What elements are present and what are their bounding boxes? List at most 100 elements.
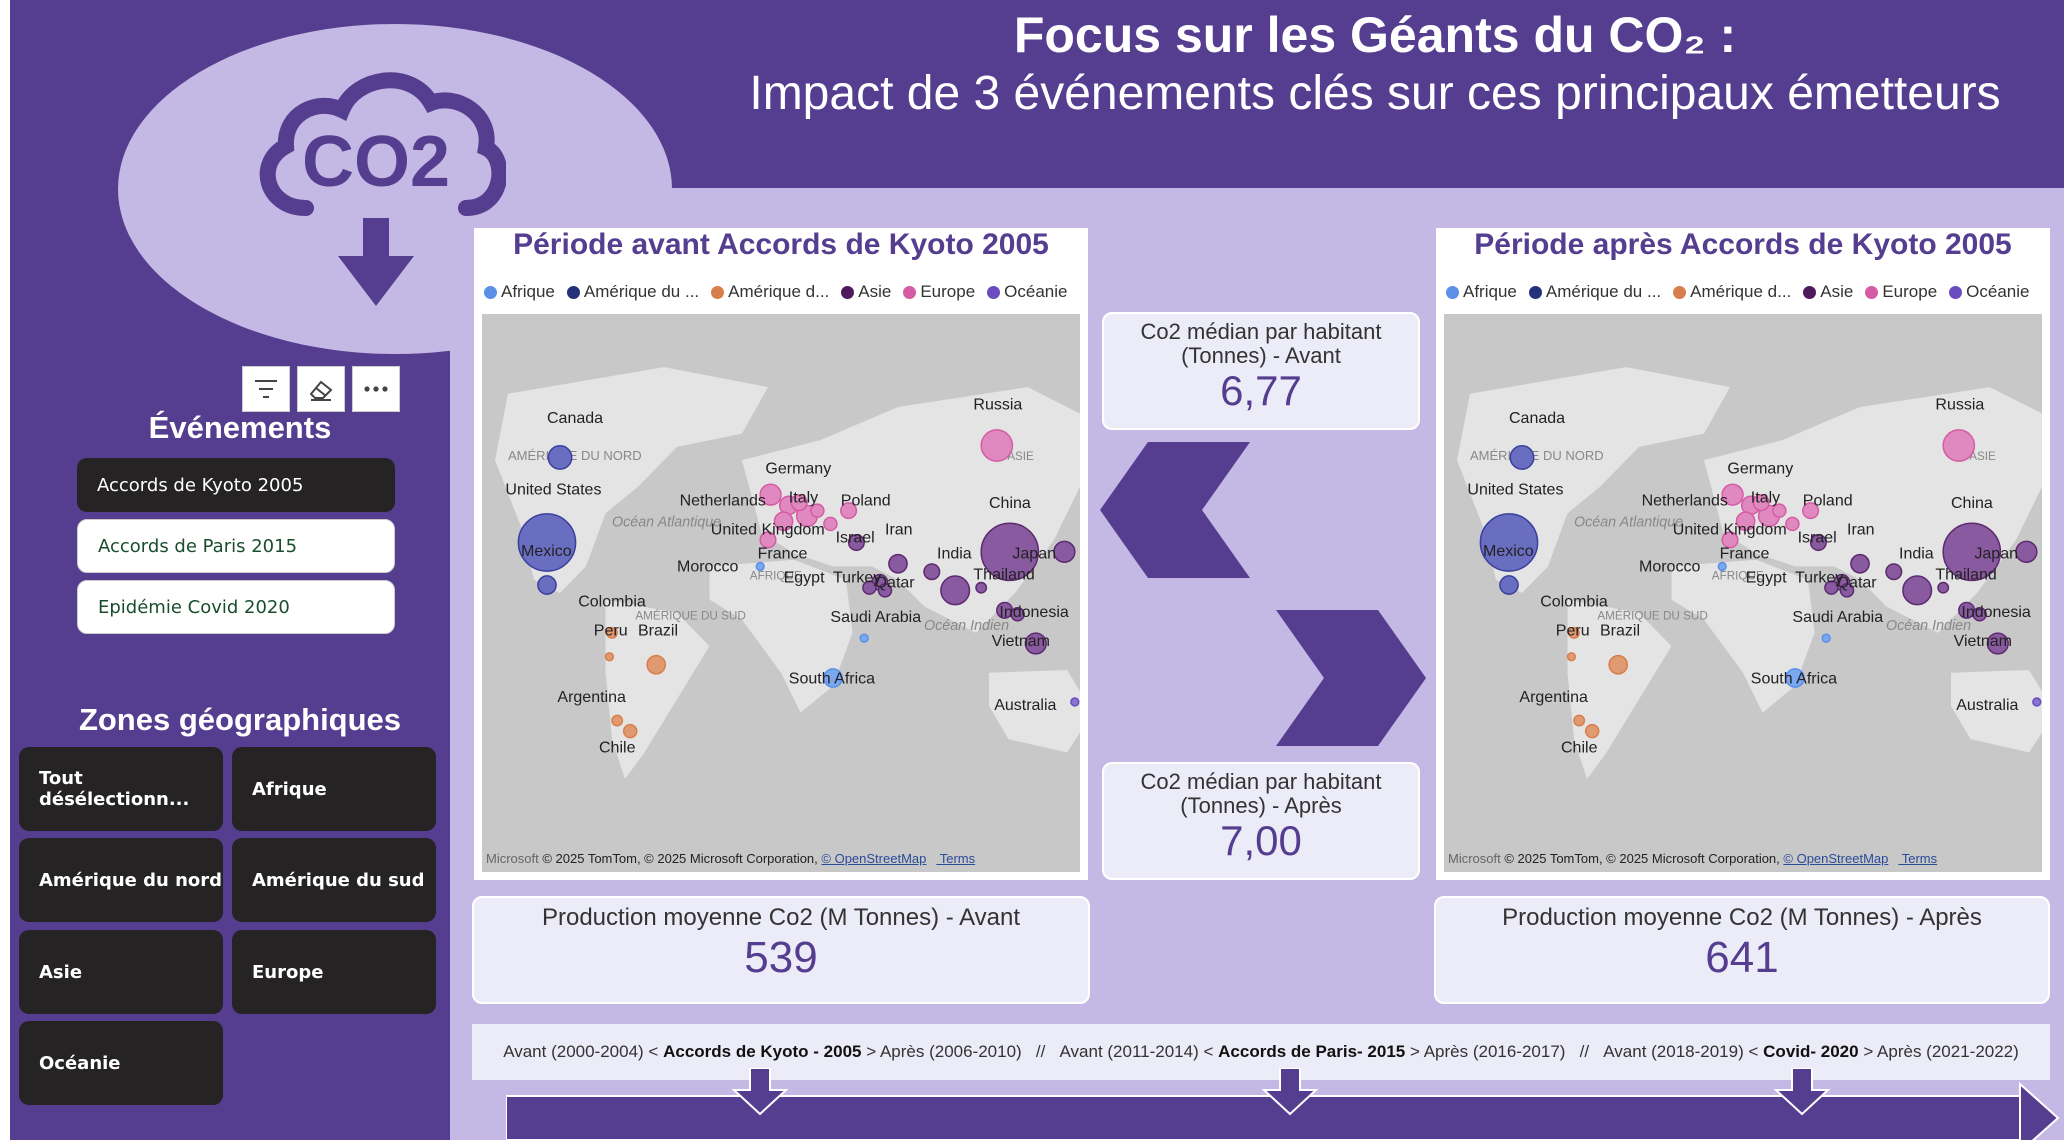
country-bubble[interactable] xyxy=(1509,445,1535,470)
country-bubble[interactable] xyxy=(975,581,988,594)
country-bubble[interactable] xyxy=(1070,697,1080,707)
legend-item[interactable]: Océanie xyxy=(987,280,1068,304)
legend-item[interactable]: Asie xyxy=(841,280,891,304)
eraser-icon[interactable] xyxy=(297,366,345,412)
legend-item[interactable]: Afrique xyxy=(484,280,555,304)
country-label: India xyxy=(937,545,972,562)
zone-afrique[interactable]: Afrique xyxy=(232,747,436,831)
country-bubble[interactable] xyxy=(1735,511,1756,532)
legend-item[interactable]: Amérique du ... xyxy=(566,280,699,304)
country-bubble[interactable] xyxy=(823,668,843,688)
event-kyoto-2005[interactable]: Accords de Kyoto 2005 xyxy=(77,458,395,512)
country-bubble[interactable] xyxy=(1566,652,1577,662)
country-bubble[interactable] xyxy=(1568,626,1580,639)
country-bubble[interactable] xyxy=(1573,714,1586,727)
country-bubble[interactable] xyxy=(888,553,908,574)
country-bubble[interactable] xyxy=(1972,607,1987,622)
country-bubble[interactable] xyxy=(810,503,825,518)
zone-oceanie[interactable]: Océanie xyxy=(19,1021,223,1105)
country-bubble[interactable] xyxy=(1942,522,2002,582)
country-bubble[interactable] xyxy=(790,494,808,512)
terms-link[interactable]: Terms xyxy=(936,851,976,866)
country-bubble[interactable] xyxy=(773,511,794,532)
more-options-icon[interactable] xyxy=(352,366,400,412)
country-bubble[interactable] xyxy=(1053,540,1076,563)
country-bubble[interactable] xyxy=(1499,575,1519,595)
zone-europe[interactable]: Europe xyxy=(232,930,436,1014)
event-paris-2015[interactable]: Accords de Paris 2015 xyxy=(77,519,395,573)
country-bubble[interactable] xyxy=(537,575,557,595)
country-bubble[interactable] xyxy=(1608,654,1629,675)
country-bubble[interactable] xyxy=(1937,581,1950,594)
osm-link[interactable]: © OpenStreetMap xyxy=(1783,851,1889,866)
bubble-map[interactable]: AMÉRIQUE DU NORD AMÉRIQUE DU SUD AFRIQUE AS… xyxy=(1444,314,2042,872)
country-bubble[interactable] xyxy=(1721,483,1744,506)
osm-link[interactable]: © OpenStreetMap xyxy=(821,851,927,866)
country-bubble[interactable] xyxy=(646,654,667,675)
country-bubble[interactable] xyxy=(1885,563,1903,581)
legend-item[interactable]: Asie xyxy=(1803,280,1853,304)
zone-amerique-nord[interactable]: Amérique du nord xyxy=(19,838,223,922)
country-bubble[interactable] xyxy=(2015,540,2038,563)
country-bubble[interactable] xyxy=(1785,516,1800,532)
terms-link[interactable]: Terms xyxy=(1898,851,1938,866)
country-bubble[interactable] xyxy=(604,652,615,662)
country-bubble[interactable] xyxy=(1942,429,1976,462)
country-bubble[interactable] xyxy=(980,522,1040,582)
country-bubble[interactable] xyxy=(622,723,638,739)
country-bubble[interactable] xyxy=(755,561,765,572)
country-bubble[interactable] xyxy=(859,633,869,643)
country-bubble[interactable] xyxy=(611,714,624,727)
legend-item[interactable]: Europe xyxy=(1865,280,1937,304)
legend-item[interactable]: Amérique d... xyxy=(711,280,829,304)
country-bubble[interactable] xyxy=(2032,697,2042,707)
country-bubble[interactable] xyxy=(862,580,877,595)
country-bubble[interactable] xyxy=(1850,553,1870,574)
country-bubble[interactable] xyxy=(1752,494,1770,512)
kpi-label: Co2 médian par habitant (Tonnes) - Après xyxy=(1140,769,1382,818)
zone-amerique-sud[interactable]: Amérique du sud xyxy=(232,838,436,922)
country-bubble[interactable] xyxy=(759,483,782,506)
country-bubble[interactable] xyxy=(517,513,577,572)
bubble-map[interactable]: AMÉRIQUE DU NORD AMÉRIQUE DU SUD AFRIQUE AS… xyxy=(482,314,1080,872)
country-label: Australia xyxy=(994,697,1056,714)
legend-item[interactable]: Amérique du ... xyxy=(1528,280,1661,304)
country-bubble[interactable] xyxy=(923,563,941,581)
country-bubble[interactable] xyxy=(1772,503,1787,518)
country-bubble[interactable] xyxy=(1479,513,1539,572)
legend-dot-icon xyxy=(484,285,497,299)
event-covid-2020[interactable]: Epidémie Covid 2020 xyxy=(77,580,395,634)
zone-label: Tout désélectionn... xyxy=(39,768,190,810)
legend-item[interactable]: Afrique xyxy=(1446,280,1517,304)
country-bubble[interactable] xyxy=(1802,502,1820,520)
filter-icon[interactable] xyxy=(242,366,290,412)
country-bubble[interactable] xyxy=(1821,633,1831,643)
legend-item[interactable]: Océanie xyxy=(1949,280,2030,304)
country-bubble[interactable] xyxy=(1024,632,1047,655)
country-bubble[interactable] xyxy=(759,531,777,549)
country-bubble[interactable] xyxy=(877,583,893,598)
legend-item[interactable]: Amérique d... xyxy=(1673,280,1791,304)
country-bubble[interactable] xyxy=(1809,533,1827,552)
country-bubble[interactable] xyxy=(547,445,573,470)
country-bubble[interactable] xyxy=(1010,607,1025,622)
country-bubble[interactable] xyxy=(606,626,618,639)
zone-deselect-all[interactable]: Tout désélectionn... xyxy=(19,747,223,831)
country-bubble[interactable] xyxy=(1902,575,1933,606)
country-bubble[interactable] xyxy=(823,516,838,532)
country-bubble[interactable] xyxy=(1721,531,1739,549)
country-bubble[interactable] xyxy=(1986,632,2009,655)
legend-item[interactable]: Europe xyxy=(903,280,975,304)
country-bubble[interactable] xyxy=(940,575,971,606)
country-bubble[interactable] xyxy=(1584,723,1600,739)
country-bubble[interactable] xyxy=(1785,668,1805,688)
country-label: Chile xyxy=(1561,739,1598,756)
zone-asie[interactable]: Asie xyxy=(19,930,223,1014)
country-bubble[interactable] xyxy=(1839,583,1855,598)
country-label: Israel xyxy=(836,530,875,547)
country-bubble[interactable] xyxy=(840,502,858,520)
country-bubble[interactable] xyxy=(1717,561,1727,572)
country-bubble[interactable] xyxy=(1824,580,1839,595)
country-bubble[interactable] xyxy=(980,429,1014,462)
country-bubble[interactable] xyxy=(847,533,865,552)
